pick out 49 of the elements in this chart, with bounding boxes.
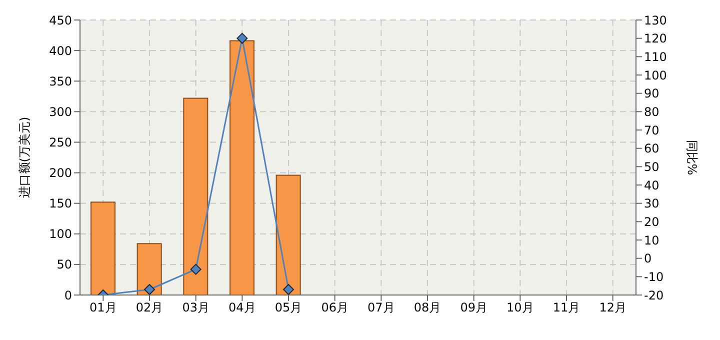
point [190,264,202,275]
y-tick-label: 150 [49,196,72,211]
x-tick-label: 07月 [368,300,395,315]
y-tick-label: 450 [49,13,72,28]
x-tick-label: 01月 [90,300,117,315]
x-tick-label: 04月 [228,300,256,315]
y-tick-label: 400 [49,44,72,58]
y-tick-label: 50 [56,258,72,272]
y2-axis-title: 同比% [684,140,699,176]
bar [136,243,162,295]
y-tick-label: 350 [49,74,72,88]
y2-tick-label: -20 [644,288,664,302]
y-axis-title: 进口额(万美元) [17,116,32,198]
x-tick-label: 08月 [414,300,442,315]
y2-tick-label: 100 [644,68,667,82]
y2-tick-label: 10 [644,233,660,248]
bar [90,202,116,295]
y-tick-label: 0 [64,288,72,302]
x-tick-label: 06月 [321,300,348,315]
y2-tick-label: 60 [644,142,660,156]
y-tick-label: 200 [49,166,72,180]
y2-tick-label: 90 [644,86,660,101]
bar [276,174,301,295]
x-tick-label: 03月 [182,300,210,315]
y-tick-label: 250 [49,135,72,150]
y2-tick-label: 0 [644,252,652,266]
y2-tick-label: 80 [644,104,660,119]
x-tick-label: 05月 [274,300,302,315]
x-tick-label: 10月 [506,300,534,315]
bar [183,98,208,295]
x-tick-label: 11月 [552,300,580,315]
point [144,284,155,295]
y2-tick-label: 130 [644,13,667,28]
y2-tick-label: 40 [644,178,660,192]
point [283,284,294,295]
x-tick-label: 02月 [136,300,164,315]
point [236,32,248,44]
y2-tick-label: 70 [644,123,660,138]
y2-tick-label: 30 [644,196,660,211]
y-tick-label: 300 [49,104,72,119]
y-tick-label: 100 [49,227,72,242]
x-tick-label: 12月 [599,300,626,315]
y2-tick-label: 110 [644,50,667,64]
y2-tick-label: 20 [644,214,660,229]
y2-tick-label: -10 [644,270,664,284]
y2-tick-label: 120 [644,32,667,46]
x-tick-label: 09月 [460,300,488,315]
y2-tick-label: 50 [644,160,660,174]
bar [230,40,254,295]
